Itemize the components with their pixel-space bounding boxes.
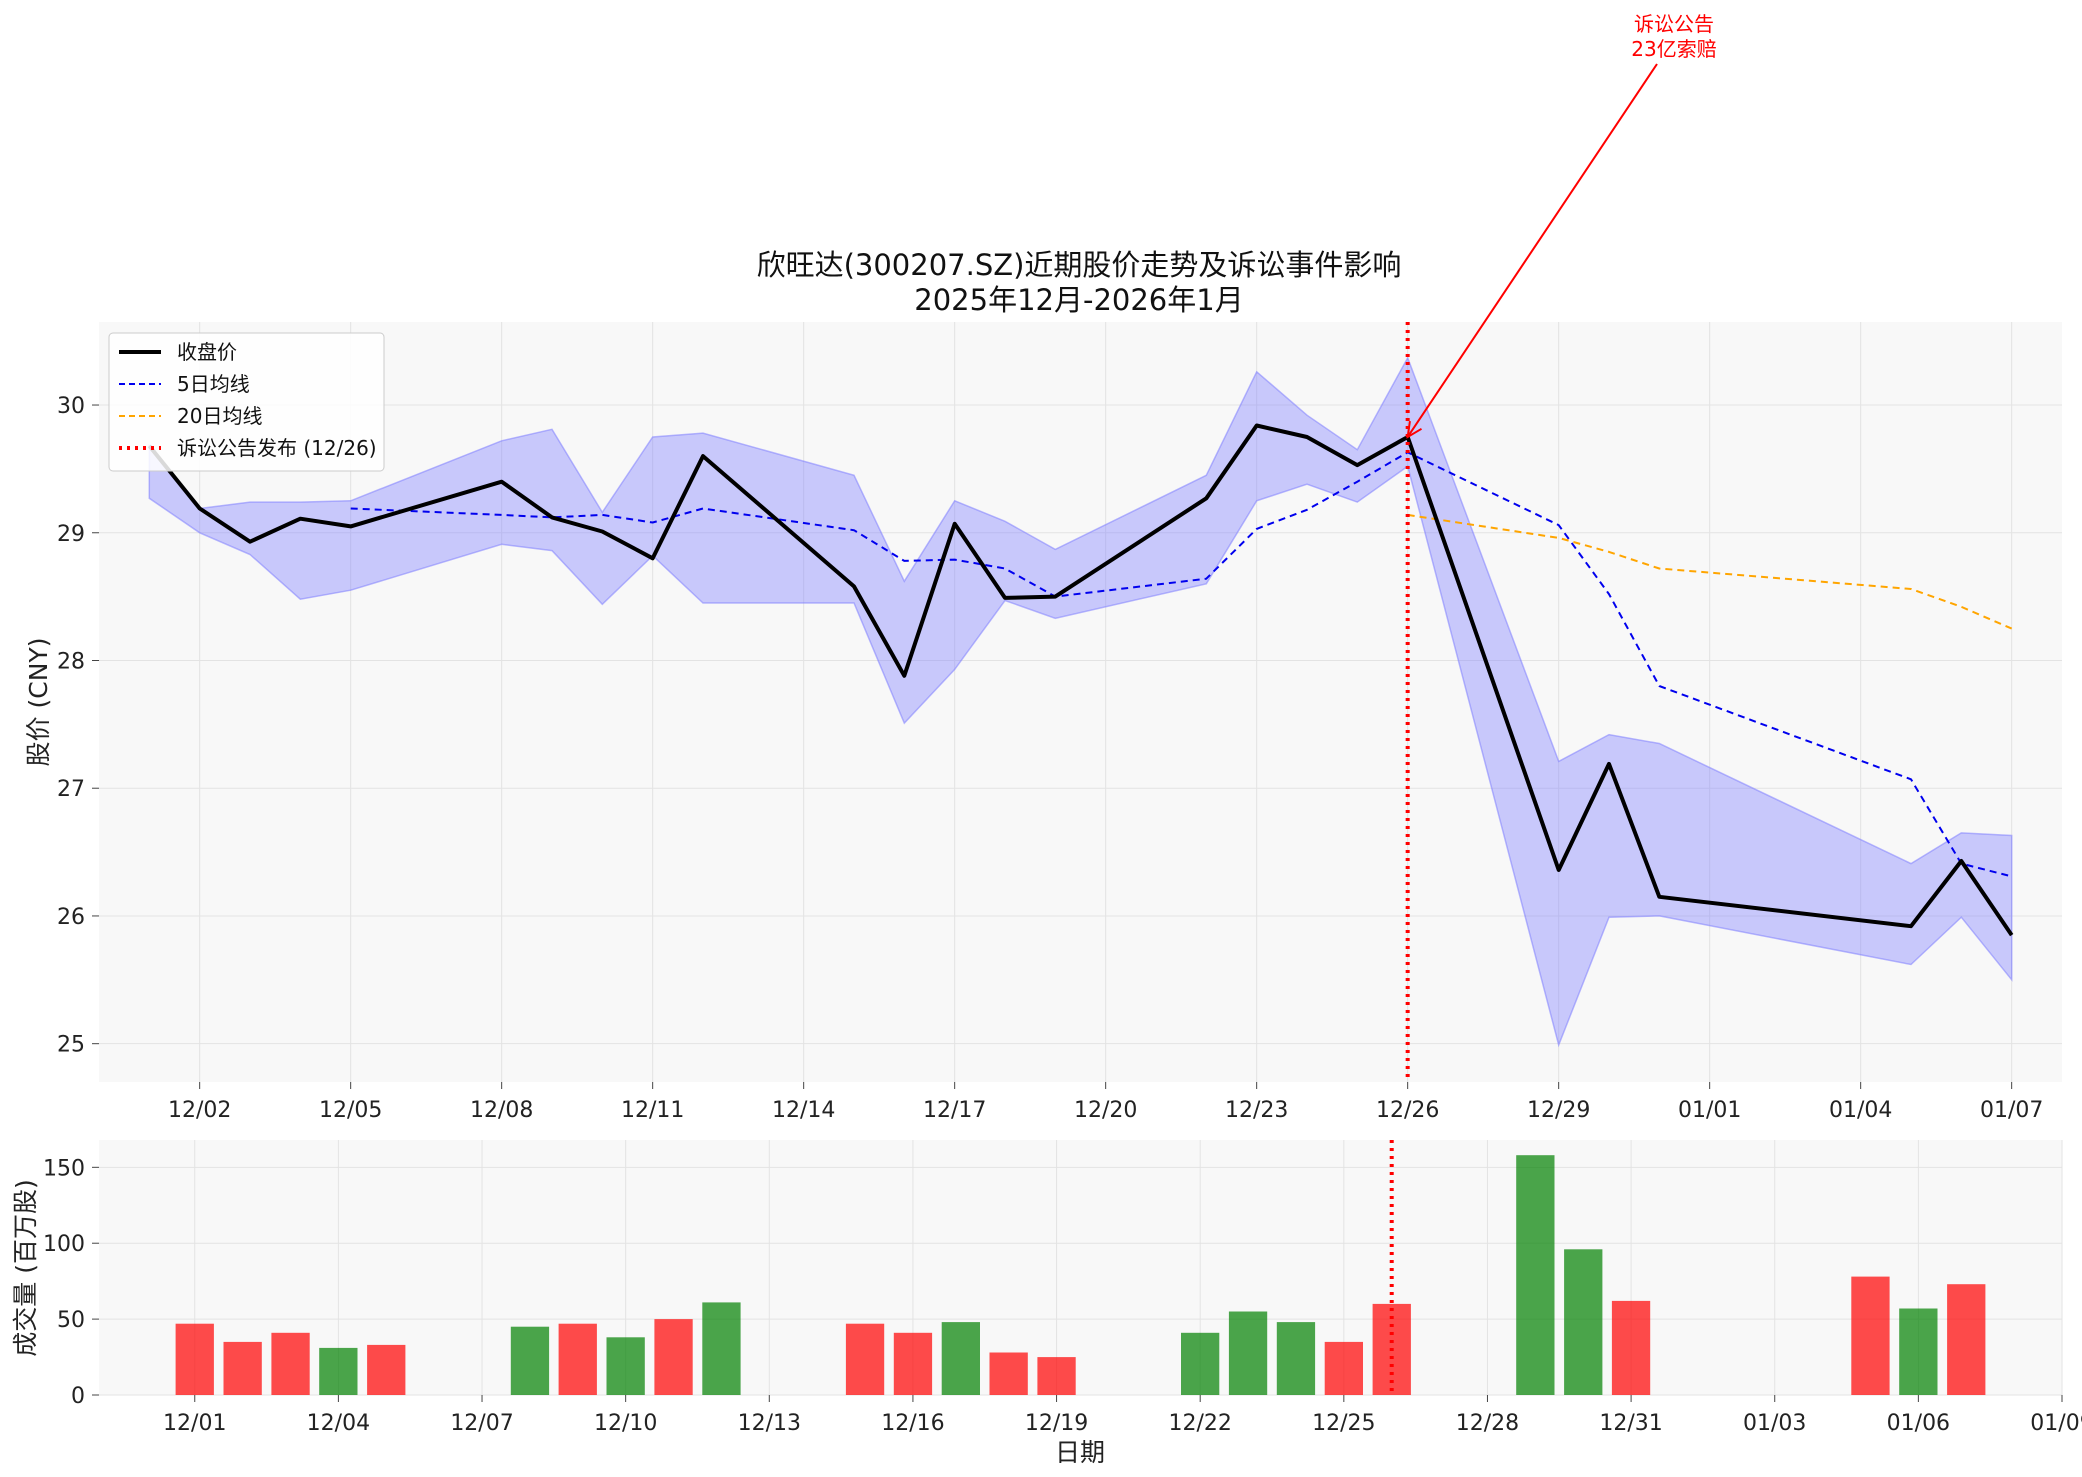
legend-box — [108, 332, 385, 472]
volume-bar — [1037, 1357, 1076, 1395]
volume-xtick-label: 12/07 — [450, 1411, 513, 1436]
price-xtick-label: 12/08 — [470, 1098, 533, 1123]
price-xtick-label: 12/17 — [923, 1098, 986, 1123]
price-y-axis-label: 股价 (CNY) — [24, 638, 53, 767]
volume-bar — [558, 1323, 597, 1395]
volume-xtick-label: 12/16 — [881, 1411, 944, 1436]
price-xtick-label: 12/05 — [319, 1098, 382, 1123]
price-ytick-label: 28 — [57, 649, 85, 674]
volume-xtick-label: 12/25 — [1312, 1411, 1375, 1436]
legend-label-ma20: 20日均线 — [177, 404, 262, 428]
volume-x-axis-label: 日期 — [1055, 1438, 1105, 1467]
volume-ytick-label: 0 — [71, 1384, 85, 1409]
volume-xtick-label: 01/09 — [2030, 1411, 2082, 1436]
volume-bars — [175, 1140, 1986, 1395]
chart-subtitle: 2025年12月-2026年1月 — [914, 283, 1243, 317]
price-xtick-label: 01/07 — [1980, 1098, 2043, 1123]
price-xtick-label: 12/11 — [621, 1098, 684, 1123]
volume-bar — [654, 1319, 693, 1395]
volume-bar — [1564, 1249, 1603, 1395]
annotation-arrow — [1406, 63, 1658, 438]
volume-bar — [271, 1332, 310, 1395]
volume-xtick-label: 12/19 — [1025, 1411, 1088, 1436]
price-xtick-label: 01/04 — [1829, 1098, 1892, 1123]
price-plot-area — [99, 322, 2062, 1082]
price-ticks: 25 26 27 28 29 30 12/02 12/05 12/08 12/11 12/14 12/… — [57, 394, 2043, 1123]
volume-bar — [1276, 1322, 1316, 1395]
volume-xtick-label: 12/31 — [1599, 1411, 1662, 1436]
annotation-text-line2: 23亿索赔 — [1631, 37, 1716, 61]
close-price-line — [147, 423, 2014, 937]
volume-xtick-label: 12/01 — [163, 1411, 226, 1436]
volume-bar — [1516, 1155, 1555, 1395]
volume-plot-area — [99, 1140, 2062, 1395]
price-xtick-label: 12/14 — [772, 1098, 835, 1123]
price-range-band — [148, 356, 2013, 1048]
volume-ytick-label: 100 — [43, 1232, 85, 1257]
volume-xtick-label: 12/10 — [594, 1411, 657, 1436]
volume-bar — [989, 1352, 1028, 1395]
volume-bar — [606, 1337, 645, 1395]
volume-bar — [702, 1302, 741, 1395]
price-xtick-label: 01/01 — [1678, 1098, 1741, 1123]
price-lines — [147, 322, 2014, 1082]
volume-bar — [1851, 1276, 1890, 1395]
volume-ticks: 0 50 100 150 12/01 12/04 12/07 12/10 12/13 12/16 1… — [43, 1156, 2082, 1436]
lawsuit-annotation: 诉讼公告 23亿索赔 — [1406, 12, 1717, 439]
volume-bar — [223, 1341, 262, 1395]
volume-xtick-label: 12/28 — [1456, 1411, 1519, 1436]
price-ytick-label: 25 — [57, 1033, 85, 1058]
price-ytick-label: 30 — [57, 394, 85, 419]
volume-bar — [1228, 1311, 1268, 1395]
volume-bar — [1611, 1300, 1651, 1395]
price-ytick-label: 27 — [57, 777, 85, 802]
annotation-text-line1: 诉讼公告 — [1634, 12, 1714, 36]
ma20-line — [1407, 513, 2013, 630]
price-xtick-label: 12/20 — [1074, 1098, 1137, 1123]
legend-label-close: 收盘价 — [177, 340, 237, 364]
volume-bar — [941, 1322, 980, 1395]
price-xtick-label: 12/02 — [168, 1098, 231, 1123]
volume-bar — [1947, 1284, 1986, 1395]
volume-panel: 0 50 100 150 12/01 12/04 12/07 12/10 12/13 12/16 1… — [11, 1140, 2082, 1467]
volume-bar — [845, 1323, 885, 1395]
volume-bar — [1324, 1341, 1363, 1395]
annotation-arrowhead — [1406, 420, 1423, 439]
volume-ytick-label: 150 — [43, 1156, 85, 1181]
volume-bar — [1181, 1332, 1220, 1395]
volume-bar — [510, 1326, 550, 1395]
volume-xtick-label: 12/22 — [1168, 1411, 1231, 1436]
legend-label-event: 诉讼公告发布 (12/26) — [177, 436, 377, 460]
legend-label-ma5: 5日均线 — [177, 372, 250, 396]
volume-y-axis-label: 成交量 (百万股) — [11, 1179, 40, 1356]
volume-xtick-label: 12/04 — [307, 1411, 370, 1436]
price-xtick-label: 12/29 — [1527, 1098, 1590, 1123]
volume-bar — [367, 1344, 406, 1395]
volume-bar — [893, 1332, 933, 1395]
chart-title: 欣旺达(300207.SZ)近期股价走势及诉讼事件影响 — [757, 248, 1402, 282]
volume-bar — [319, 1347, 358, 1395]
price-ytick-label: 26 — [57, 905, 85, 930]
price-xtick-label: 12/26 — [1376, 1098, 1439, 1123]
ma5-line — [350, 451, 2012, 878]
price-ytick-label: 29 — [57, 522, 85, 547]
volume-xtick-label: 01/06 — [1887, 1411, 1950, 1436]
volume-ytick-label: 50 — [57, 1308, 85, 1333]
volume-xtick-label: 01/03 — [1743, 1411, 1806, 1436]
legend: 收盘价 5日均线 20日均线 诉讼公告发布 (12/26) — [108, 332, 385, 472]
price-panel: 25 26 27 28 29 30 12/02 12/05 12/08 12/11 12/14 12/… — [24, 322, 2062, 1123]
volume-bar — [1899, 1308, 1938, 1395]
price-xtick-label: 12/23 — [1225, 1098, 1288, 1123]
volume-bar — [175, 1323, 214, 1395]
volume-xtick-label: 12/13 — [738, 1411, 801, 1436]
